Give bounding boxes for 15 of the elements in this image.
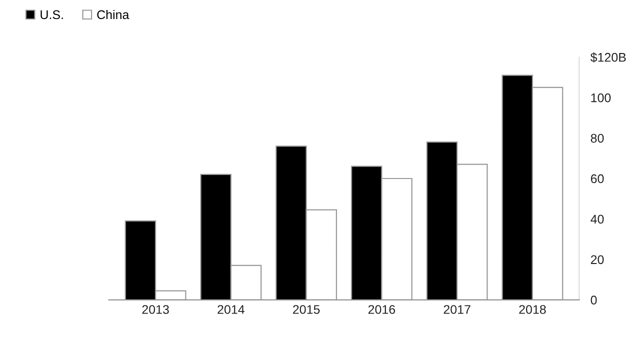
y-tick-label: $120B: [590, 52, 626, 63]
x-tick-label: 2014: [218, 305, 244, 314]
y-tick-label: 60: [590, 174, 604, 184]
y-tick-label: 40: [590, 214, 604, 224]
y-tick-label: 100: [591, 93, 611, 102]
x-tick-label: 2016: [368, 305, 396, 314]
x-tick-label: 2018: [519, 305, 546, 314]
legend-label: China: [97, 10, 130, 20]
x-tick-label: 2015: [293, 305, 320, 314]
x-tick-label: 2013: [142, 305, 169, 314]
legend-label: U.S.: [40, 10, 63, 20]
y-tick-label: 20: [590, 255, 604, 264]
y-tick-label: 0: [590, 296, 597, 305]
x-tick-label: 2017: [444, 305, 470, 314]
y-tick-label: 80: [590, 134, 604, 143]
